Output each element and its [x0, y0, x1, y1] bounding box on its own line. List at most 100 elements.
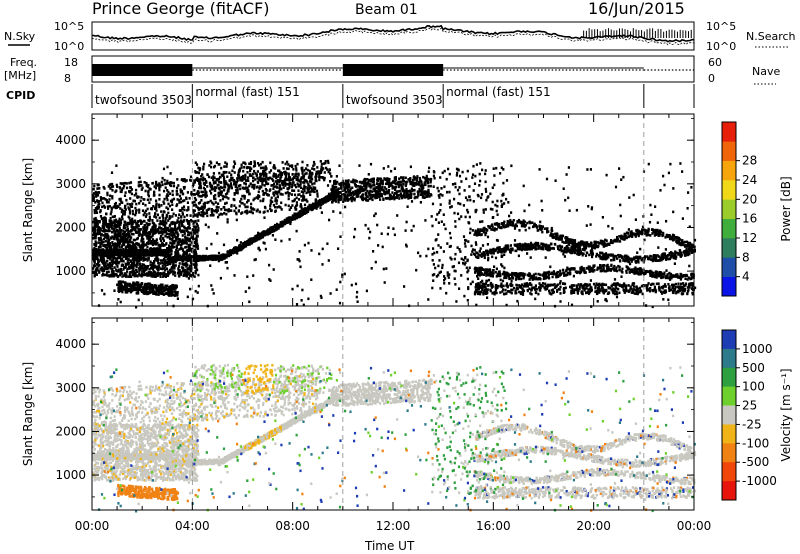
echo-cell	[189, 274, 192, 278]
echo-cell	[123, 251, 126, 255]
freq-panel: Freq. [MHz] 18 8 60 0 Nave	[4, 55, 780, 85]
echo-cell	[300, 177, 303, 181]
echo-cell	[119, 252, 122, 255]
echo-cell	[178, 224, 181, 227]
echo-cell	[281, 224, 284, 227]
echo-cell	[139, 244, 142, 248]
echo-cell	[297, 172, 300, 176]
echo-cell	[94, 244, 98, 248]
echo-cell	[99, 238, 102, 241]
echo-cell	[172, 262, 175, 266]
echo-cell	[92, 196, 95, 199]
echo-cell	[284, 175, 288, 178]
echo-cell	[137, 181, 140, 184]
echo-cell	[301, 172, 304, 175]
echo-cell	[167, 255, 170, 258]
echo-cell	[163, 231, 167, 234]
echo-cell	[129, 244, 132, 248]
echo-cell	[139, 285, 142, 288]
echo-cell	[287, 175, 290, 178]
echo-cell	[183, 271, 186, 274]
echo-cell	[172, 181, 175, 185]
echo-cell	[258, 176, 261, 179]
echo-cell	[115, 257, 118, 261]
echo-cell	[117, 238, 120, 241]
echo-cell	[124, 275, 127, 278]
echo-cell	[94, 233, 97, 237]
echo-cell	[159, 272, 162, 275]
echo-cell	[227, 197, 230, 200]
echo-cell	[223, 171, 226, 174]
echo-cell	[310, 208, 313, 212]
echo-cell	[116, 239, 119, 243]
echo-cell	[108, 261, 112, 265]
echo-cell	[209, 160, 212, 164]
echo-cell	[187, 243, 190, 247]
echo-cell	[150, 242, 153, 245]
echo-cell	[96, 253, 99, 257]
echo-cell	[288, 184, 291, 188]
echo-cell	[145, 272, 148, 275]
echo-cell	[214, 193, 217, 197]
echo-cell	[98, 271, 101, 274]
echo-cell	[146, 266, 149, 270]
echo-cell	[96, 251, 99, 255]
echo-cell	[172, 197, 176, 201]
echo-cell	[167, 219, 170, 222]
nsearch-label: N.Search	[746, 30, 796, 43]
echo-cell	[257, 190, 260, 194]
echo-cell	[143, 219, 146, 223]
echo-cell	[154, 226, 157, 229]
echo-cell	[313, 168, 316, 171]
echo-cell	[244, 179, 248, 183]
echo-cell	[148, 268, 151, 271]
echo-cell	[244, 205, 247, 209]
echo-cell	[166, 247, 169, 250]
echo-cell	[327, 170, 330, 174]
echo-cell	[155, 206, 158, 209]
echo-cell	[146, 245, 149, 249]
echo-cell	[153, 225, 156, 228]
echo-cell	[204, 194, 207, 198]
echo-cell	[119, 239, 122, 242]
echo-cell	[155, 254, 158, 258]
freq-tick-top: 18	[64, 56, 78, 69]
echo-cell	[122, 286, 125, 290]
echo-cell	[159, 237, 162, 240]
echo-cell	[155, 202, 158, 205]
echo-cell	[296, 176, 299, 180]
echo-cell	[280, 173, 283, 176]
echo-cell	[319, 160, 322, 163]
echo-cell	[242, 194, 246, 198]
echo-cell	[149, 290, 153, 294]
echo-cell	[300, 195, 303, 198]
echo-cell	[130, 232, 133, 236]
echo-cell	[245, 209, 248, 213]
echo-cell	[124, 283, 127, 286]
echo-cell	[228, 253, 231, 256]
echo-cell	[185, 245, 188, 249]
echo-cell	[169, 259, 172, 262]
echo-cell	[155, 238, 158, 241]
echo-cell	[101, 201, 104, 205]
echo-cell	[104, 244, 107, 247]
echo-cell	[205, 254, 208, 258]
echo-cell	[131, 258, 134, 261]
echo-cell	[176, 257, 179, 260]
echo-cell	[174, 264, 177, 267]
echo-cell	[188, 237, 191, 241]
echo-cell	[159, 248, 162, 251]
echo-cell	[244, 240, 247, 244]
echo-cell	[194, 260, 197, 264]
echo-cell	[186, 191, 189, 194]
echo-cell	[244, 162, 247, 166]
echo-cell	[262, 232, 265, 235]
echo-cell	[298, 210, 301, 213]
echo-cell	[324, 200, 327, 204]
echo-cell	[164, 284, 167, 288]
echo-cell	[121, 290, 124, 294]
echo-cell	[99, 245, 102, 249]
echo-cell	[188, 220, 191, 223]
echo-cell	[140, 249, 143, 253]
